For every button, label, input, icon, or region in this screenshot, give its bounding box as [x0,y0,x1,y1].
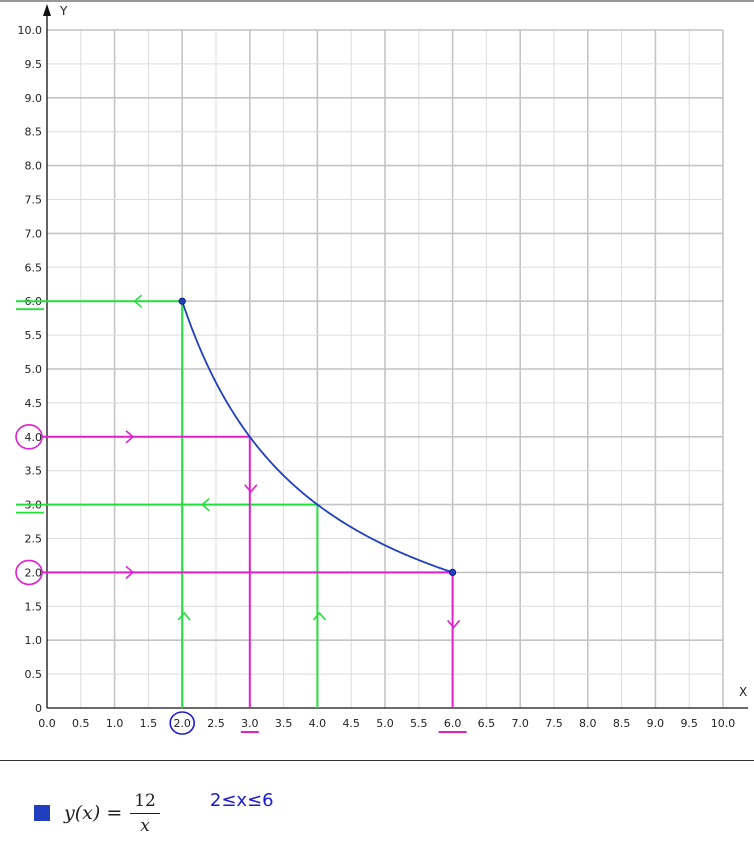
legend-divider [0,760,754,761]
x-tick-label: 3.0 [241,717,259,730]
y-axis-arrow [43,4,51,16]
formula-fraction: 12 x [130,791,160,836]
x-axis-label: X [739,685,747,699]
y-tick-label: 8.0 [25,160,43,173]
green-arrow-left [200,497,210,512]
y-tick-label: 1.0 [25,634,43,647]
x-tick-label: 0.5 [72,717,90,730]
legend-formula: y(x) = 12 x [64,791,160,836]
curve-endpoint [178,297,186,305]
y-tick-label: 9.0 [25,92,43,105]
y-tick-label: 3.5 [25,465,43,478]
chart-background [0,0,754,760]
formula-denominator: x [140,815,150,836]
x-tick-label: 6.5 [478,717,496,730]
y-tick-label: 9.5 [25,58,43,71]
y-tick-circle [15,559,43,586]
x-tick-label: 2.0 [173,717,191,730]
magenta-arrow-right [125,565,135,580]
x-tick-label: 0.0 [38,717,56,730]
y-tick-label: 2.0 [25,566,43,579]
x-tick-label: 4.5 [342,717,360,730]
x-tick-label: 5.5 [410,717,428,730]
x-tick-label: 9.0 [647,717,665,730]
x-tick-label: 7.5 [545,717,563,730]
legend-swatch [34,805,50,821]
y-tick-circle [15,423,43,450]
magenta-arrow-down [244,484,258,494]
function-curve [181,300,453,574]
y-tick-label: 5.0 [25,363,43,376]
magenta-arrow-right [125,430,135,444]
y-tick-label: 2.5 [25,533,43,546]
formula-numerator: 12 [130,791,160,814]
x-tick-label: 10.0 [711,717,736,730]
magenta-arrow-down [446,619,461,629]
x-tick-label: 6.0 [444,717,462,730]
y-axis-label: Y [59,4,68,18]
x-tick-label: 1.5 [140,717,158,730]
y-tick-label: 1.5 [25,600,43,613]
curve-endpoint [448,568,457,577]
y-tick-label: 6.5 [25,261,43,274]
y-tick-label: 0.5 [25,668,43,681]
y-tick-label: 7.5 [25,194,43,207]
axes [43,4,748,709]
tick-labels: 0.0 0.5 1.0 1.5 2.0 2.5 3.0 3.5 4.0 4.5 5.0 5.5 6.0 6… [18,24,736,730]
y-tick-label: 7.0 [25,227,43,240]
x-tick-label: 8.5 [613,717,631,730]
x-tick-label: 2.5 [207,717,225,730]
y-tick-label: 4.5 [25,397,43,410]
series [178,297,457,577]
grid [47,29,724,708]
y-tick-label: 4.0 [25,431,43,444]
x-tick-label: 3.5 [275,717,293,730]
y-tick-label: 10.0 [18,24,43,37]
x-tick-label: 7.0 [511,717,529,730]
y-tick-label: 8.5 [25,126,43,139]
green-arrow-up [312,611,327,621]
green-arrow-up [177,611,191,621]
x-tick-label: 8.0 [579,717,597,730]
legend: y(x) = 12 x 2≤x≤6 [34,788,274,838]
x-tick-circle [169,711,195,735]
x-tick-label: 5.0 [376,717,394,730]
chart: 0.0 0.5 1.0 1.5 2.0 2.5 3.0 3.5 4.0 4.5 5.0 5.5 6.0 6… [0,0,754,760]
x-tick-label: 1.0 [106,717,124,730]
guide-lines [16,294,461,708]
y-tick-label: 0 [35,702,42,715]
formula-lhs: y(x) = [64,802,123,824]
annotation-marks [15,308,467,735]
x-tick-label: 9.5 [680,717,698,730]
domain-note: 2≤x≤6 [209,789,274,811]
y-tick-label: 5.5 [25,329,43,342]
green-arrow-left [133,294,143,308]
x-tick-label: 4.0 [309,717,327,730]
